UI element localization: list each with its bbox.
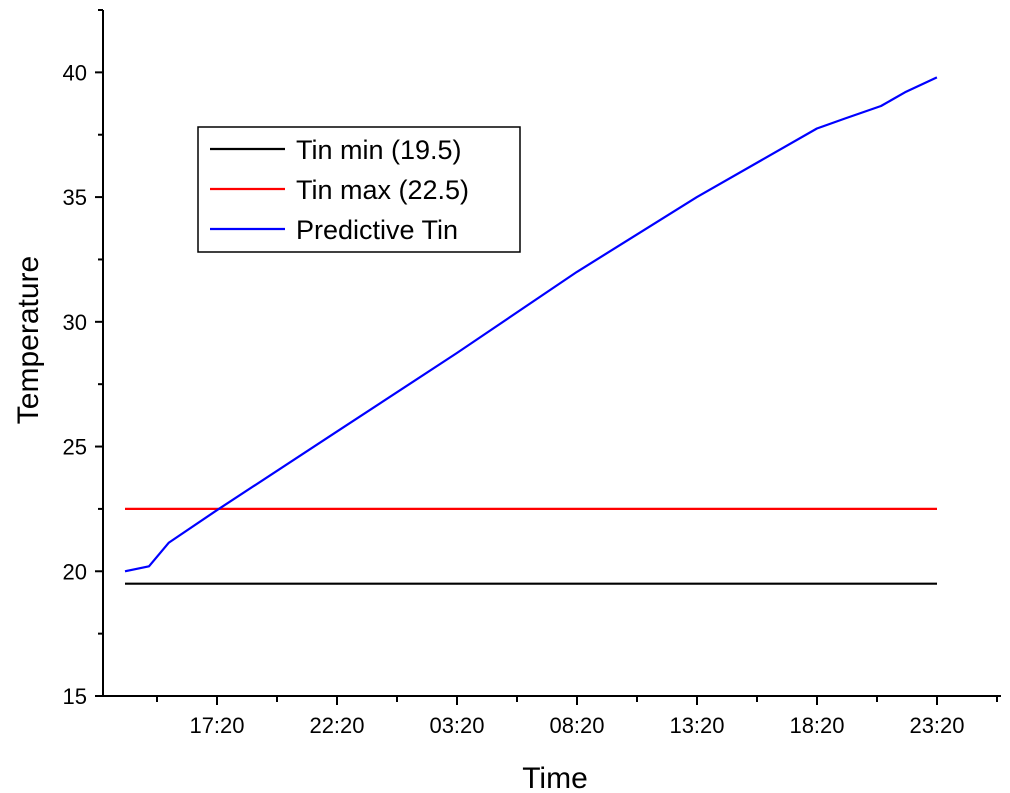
x-tick-label: 22:20	[309, 713, 364, 738]
y-axis-ticks: 15 20 25 30 35 40	[63, 9, 103, 709]
legend-label-predictive-tin: Predictive Tin	[296, 215, 458, 245]
series-layer	[124, 76, 938, 585]
x-tick-label: 08:20	[549, 713, 604, 738]
legend-label-tin-min-19-5: Tin min (19.5)	[296, 135, 462, 165]
x-tick-label: 13:20	[669, 713, 724, 738]
y-tick-label: 30	[63, 310, 87, 335]
y-tick-label: 20	[63, 559, 87, 584]
y-axis-title: Temperature	[12, 256, 45, 424]
x-axis-ticks: 17:20 22:20 03:20 08:20 13:20 18:20 23:20	[155, 696, 998, 738]
x-tick-label: 03:20	[429, 713, 484, 738]
x-tick-label: 18:20	[789, 713, 844, 738]
series-line-predictive-tin	[124, 76, 938, 573]
legend-label-tin-max-22-5: Tin max (22.5)	[296, 175, 469, 205]
axes	[102, 10, 1001, 697]
legend: Tin min (19.5) Tin max (22.5) Predictive T…	[197, 126, 521, 253]
y-tick-label: 35	[63, 185, 87, 210]
y-tick-label: 15	[63, 684, 87, 709]
x-tick-label: 23:20	[909, 713, 964, 738]
y-tick-label: 25	[63, 435, 87, 460]
x-axis-title: Time	[522, 762, 588, 793]
y-tick-label: 40	[63, 60, 87, 85]
x-tick-label: 17:20	[189, 713, 244, 738]
